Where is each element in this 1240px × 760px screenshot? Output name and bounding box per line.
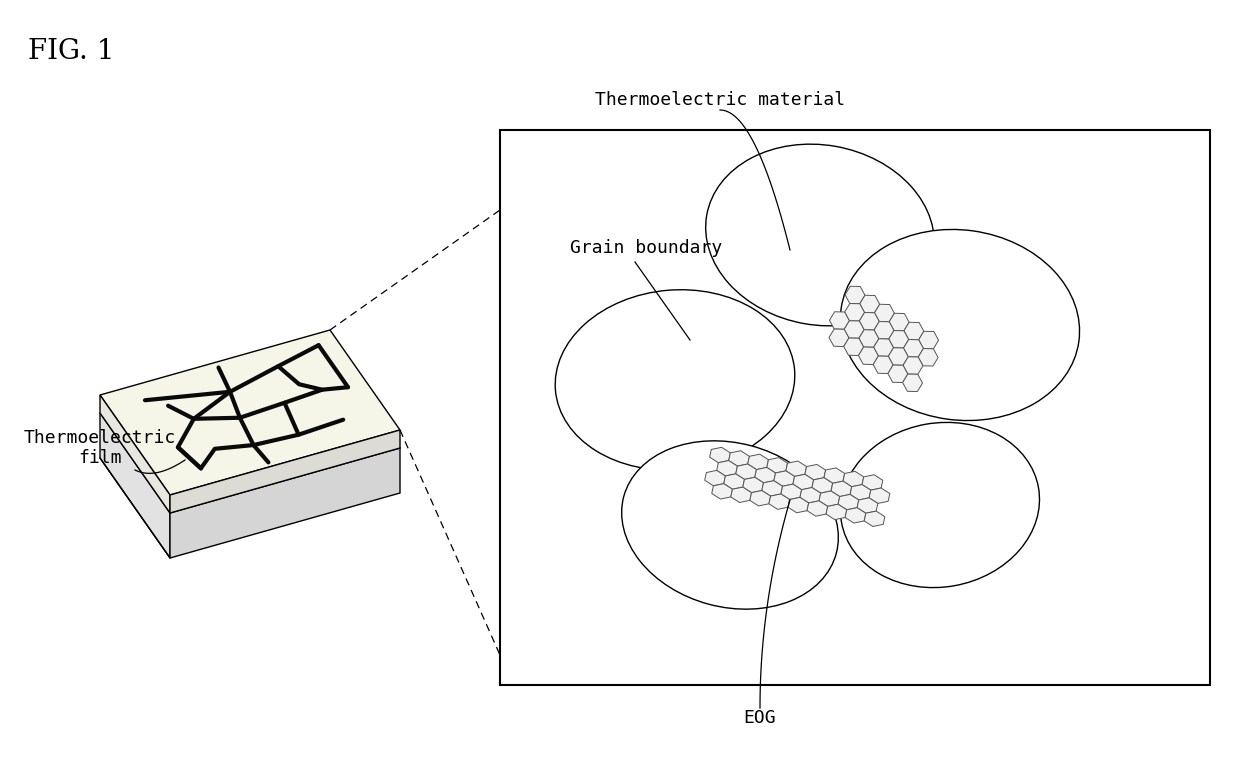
- Polygon shape: [919, 331, 939, 349]
- Polygon shape: [889, 313, 909, 331]
- Ellipse shape: [841, 230, 1080, 420]
- Polygon shape: [874, 321, 894, 339]
- Polygon shape: [904, 340, 924, 357]
- Polygon shape: [755, 467, 775, 483]
- Polygon shape: [709, 448, 730, 463]
- Polygon shape: [170, 430, 401, 513]
- Polygon shape: [830, 312, 849, 329]
- Polygon shape: [830, 329, 849, 347]
- Polygon shape: [170, 448, 401, 558]
- Polygon shape: [812, 478, 833, 493]
- Polygon shape: [903, 374, 923, 391]
- Text: EOG: EOG: [744, 709, 776, 727]
- Polygon shape: [888, 365, 908, 382]
- Polygon shape: [859, 330, 879, 347]
- Polygon shape: [918, 349, 939, 366]
- Polygon shape: [869, 488, 890, 503]
- Polygon shape: [826, 504, 847, 520]
- Polygon shape: [844, 321, 864, 338]
- Polygon shape: [903, 356, 923, 374]
- Polygon shape: [859, 312, 879, 330]
- Polygon shape: [831, 481, 852, 496]
- Polygon shape: [743, 477, 764, 492]
- Polygon shape: [729, 451, 749, 466]
- Polygon shape: [807, 501, 828, 516]
- Polygon shape: [874, 304, 894, 321]
- Polygon shape: [769, 494, 790, 509]
- Polygon shape: [100, 395, 170, 513]
- Polygon shape: [766, 458, 787, 473]
- Polygon shape: [844, 303, 864, 321]
- Text: Thermoelectric
film: Thermoelectric film: [24, 429, 176, 467]
- Polygon shape: [761, 480, 782, 496]
- Text: FIG. 1: FIG. 1: [29, 38, 114, 65]
- Polygon shape: [838, 495, 859, 510]
- Polygon shape: [712, 483, 733, 499]
- Polygon shape: [735, 464, 756, 480]
- Ellipse shape: [556, 290, 795, 470]
- Polygon shape: [805, 464, 826, 480]
- Polygon shape: [100, 348, 401, 513]
- Polygon shape: [823, 468, 844, 483]
- Polygon shape: [781, 484, 801, 499]
- Bar: [500, 130, 1210, 685]
- Polygon shape: [800, 488, 821, 503]
- Polygon shape: [704, 470, 725, 486]
- Polygon shape: [874, 339, 894, 356]
- Polygon shape: [858, 347, 878, 365]
- Text: Thermoelectric material: Thermoelectric material: [595, 91, 846, 109]
- Polygon shape: [862, 475, 883, 490]
- Ellipse shape: [841, 423, 1039, 587]
- Polygon shape: [787, 497, 808, 513]
- Polygon shape: [904, 322, 924, 340]
- Polygon shape: [859, 295, 879, 313]
- Polygon shape: [864, 511, 885, 527]
- Polygon shape: [888, 348, 908, 366]
- Text: Grain boundary: Grain boundary: [570, 239, 722, 257]
- Ellipse shape: [706, 144, 934, 326]
- Polygon shape: [100, 330, 401, 495]
- Ellipse shape: [621, 441, 838, 610]
- Polygon shape: [818, 491, 839, 506]
- Polygon shape: [748, 454, 769, 470]
- Polygon shape: [889, 331, 909, 348]
- Polygon shape: [792, 474, 813, 489]
- Polygon shape: [100, 413, 170, 558]
- Polygon shape: [843, 338, 863, 356]
- Polygon shape: [717, 461, 738, 476]
- Polygon shape: [730, 487, 751, 502]
- Polygon shape: [857, 498, 878, 513]
- Polygon shape: [774, 471, 795, 486]
- Polygon shape: [843, 471, 864, 486]
- Polygon shape: [873, 356, 893, 373]
- Polygon shape: [786, 461, 806, 477]
- Polygon shape: [846, 508, 866, 523]
- Polygon shape: [844, 287, 866, 304]
- Polygon shape: [750, 490, 770, 506]
- Polygon shape: [724, 473, 744, 489]
- Polygon shape: [851, 485, 870, 500]
